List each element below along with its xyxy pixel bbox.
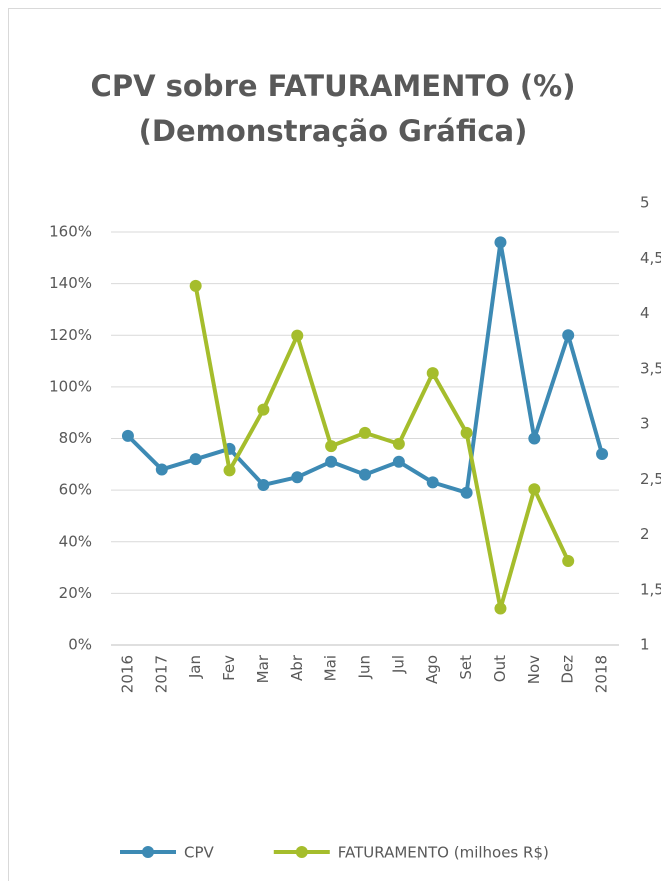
y2-tick-label: 5 — [640, 194, 650, 212]
data-point — [189, 453, 202, 466]
y-tick-label: 0% — [68, 636, 92, 654]
y-tick-label: 60% — [59, 481, 92, 499]
legend-marker — [295, 846, 308, 858]
y2-tick-label: 4,5 — [640, 249, 661, 267]
y-tick-label: 120% — [49, 326, 92, 344]
y-tick-label: 20% — [59, 584, 92, 602]
data-point — [291, 471, 304, 484]
data-point — [325, 455, 338, 468]
x-tick-label: Out — [491, 655, 509, 682]
data-point — [121, 429, 134, 442]
y2-tick-label: 3 — [640, 415, 650, 433]
data-point — [257, 478, 270, 491]
y-tick-label: 40% — [59, 532, 92, 550]
x-tick-label: Nov — [525, 655, 543, 684]
y-tick-label: 160% — [49, 223, 92, 241]
data-point — [291, 329, 304, 342]
y-tick-label: 100% — [49, 377, 92, 395]
data-point — [494, 602, 507, 615]
data-point — [392, 437, 405, 450]
legend-marker — [142, 846, 154, 858]
data-point — [325, 440, 338, 453]
x-tick-label: 2016 — [118, 655, 136, 693]
data-point — [528, 483, 541, 496]
x-tick-label: Mar — [254, 654, 272, 683]
x-tick-label: Jan — [186, 655, 204, 679]
x-tick-label: Jun — [356, 655, 374, 679]
y2-tick-label: 1,5 — [640, 580, 661, 598]
x-tick-label: 2017 — [152, 655, 170, 693]
y-tick-label: 140% — [49, 274, 92, 292]
x-tick-label: Fev — [220, 655, 238, 681]
x-tick-label: Ago — [423, 655, 441, 684]
x-tick-label: Mai — [322, 655, 340, 681]
legend-label: FATURAMENTO (milhoes R$) — [338, 844, 549, 862]
data-point — [562, 329, 575, 342]
data-point — [189, 279, 202, 292]
y2-tick-label: 2,5 — [640, 470, 661, 488]
data-point — [257, 403, 270, 416]
y2-tick-label: 3,5 — [640, 359, 661, 377]
y2-tick-label: 4 — [640, 304, 650, 322]
data-point — [359, 468, 371, 481]
data-point — [426, 367, 439, 380]
series-line — [193, 285, 571, 611]
x-tick-label: Dez — [559, 655, 577, 684]
data-point — [562, 555, 575, 568]
data-point — [426, 476, 439, 489]
x-tick-label: Abr — [288, 654, 306, 681]
data-point — [596, 447, 609, 460]
legend-label: CPV — [184, 844, 215, 862]
x-tick-label: 2018 — [593, 655, 611, 693]
y-tick-label: 80% — [59, 429, 92, 447]
data-point — [494, 236, 507, 249]
data-point — [155, 463, 168, 476]
data-point — [359, 426, 371, 439]
x-tick-label: Set — [457, 655, 475, 680]
data-point — [528, 432, 541, 445]
y2-tick-label: 1 — [640, 636, 650, 654]
x-tick-label: Jul — [389, 655, 407, 674]
chart-title: CPV sobre FATURAMENTO (%) — [91, 69, 576, 103]
chart-subtitle: (Demonstração Gráfica) — [139, 114, 528, 148]
data-point — [460, 426, 473, 439]
data-point — [460, 486, 473, 499]
y2-tick-label: 2 — [640, 525, 650, 543]
data-point — [223, 464, 236, 477]
data-point — [392, 455, 405, 468]
